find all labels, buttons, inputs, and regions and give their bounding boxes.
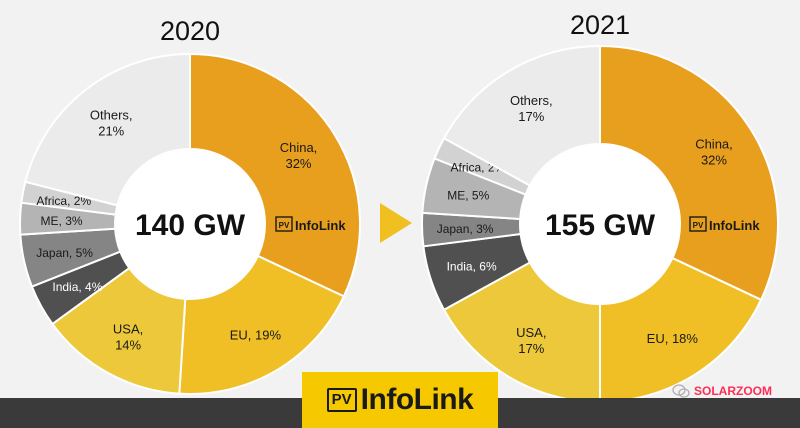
chart-title: 2021: [570, 10, 630, 40]
watermark-text: SOLARZOOM: [694, 384, 772, 398]
slice-label-china: China,: [280, 140, 318, 155]
slice-label-africa: Africa, 2%: [36, 194, 91, 208]
brand-badge: PV: [279, 221, 290, 230]
slice-label-india: India, 4%: [52, 280, 102, 294]
watermark: SOLARZOOM: [672, 384, 772, 398]
slice-china: [599, 44, 779, 302]
donut-hole: [116, 150, 264, 298]
slice-label-others: Others,: [510, 93, 553, 108]
donut-chart-2021: China,32%EU, 18%USA,17%India, 6%Japan, 3…: [421, 10, 779, 404]
slice-label-japan: Japan, 5%: [36, 246, 93, 260]
slice-label-eu: EU, 19%: [230, 328, 282, 343]
slice-eu: [178, 254, 346, 395]
slice-value-others: 21%: [98, 123, 124, 138]
slice-label-me: ME, 3%: [41, 214, 83, 228]
slice-label-usa: USA,: [516, 325, 546, 340]
donut-hole: [521, 145, 679, 303]
donut-chart-2020: China,32% EU, 19% USA,14% India, 4% Japan, 5…: [19, 16, 361, 395]
infolink-logo: PV InfoLink: [302, 372, 498, 428]
logo-badge: PV: [326, 388, 357, 412]
slice-label-usa: USA,: [113, 322, 143, 337]
slice-others: [442, 44, 601, 187]
slice-value-usa: 17%: [518, 341, 544, 356]
slice-usa: [442, 261, 601, 404]
slice-value-others: 17%: [518, 109, 544, 124]
brand-label: InfoLink: [709, 218, 760, 233]
slice-label-india: India, 6%: [447, 260, 497, 274]
slice-value-usa: 14%: [115, 338, 141, 353]
slice-label-me: ME, 5%: [447, 189, 489, 203]
chart-title: 2020: [160, 16, 220, 46]
slice-value-china: 32%: [701, 153, 727, 168]
brand-label: InfoLink: [295, 218, 346, 233]
brand-badge-box: [275, 216, 293, 232]
wechat-icon: [672, 384, 690, 398]
slice-value-china: 32%: [285, 156, 311, 171]
logo-text: InfoLink: [360, 383, 474, 416]
slice-others: [24, 52, 191, 207]
brand-badge-box: [689, 216, 707, 232]
slice-label-japan: Japan, 3%: [437, 222, 494, 236]
center-total-label: 155 GW: [545, 209, 656, 242]
slice-label-eu: EU, 18%: [647, 331, 699, 346]
brand-badge: PV: [693, 221, 704, 230]
slice-label-china: China,: [695, 137, 733, 152]
center-total-label: 140 GW: [135, 209, 246, 242]
transition-arrow-icon: [380, 203, 412, 243]
slice-china: [189, 52, 361, 298]
slice-label-others: Others,: [90, 107, 133, 122]
